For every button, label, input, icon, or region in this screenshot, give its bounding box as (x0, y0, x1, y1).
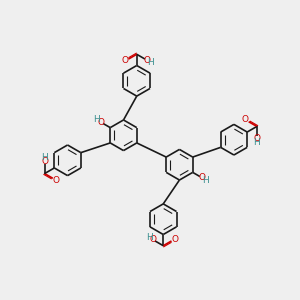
Text: O: O (97, 118, 104, 127)
Text: O: O (149, 235, 156, 244)
Text: O: O (53, 176, 60, 185)
Text: H: H (94, 116, 100, 124)
Text: O: O (171, 235, 178, 244)
Text: O: O (199, 173, 206, 182)
Text: H: H (254, 138, 260, 147)
Text: O: O (242, 115, 249, 124)
Text: O: O (144, 56, 151, 65)
Text: H: H (202, 176, 209, 184)
Text: H: H (147, 58, 154, 67)
Text: H: H (41, 153, 48, 162)
Text: H: H (146, 233, 153, 242)
Text: O: O (122, 56, 129, 65)
Text: O: O (41, 157, 48, 166)
Text: O: O (254, 134, 260, 143)
